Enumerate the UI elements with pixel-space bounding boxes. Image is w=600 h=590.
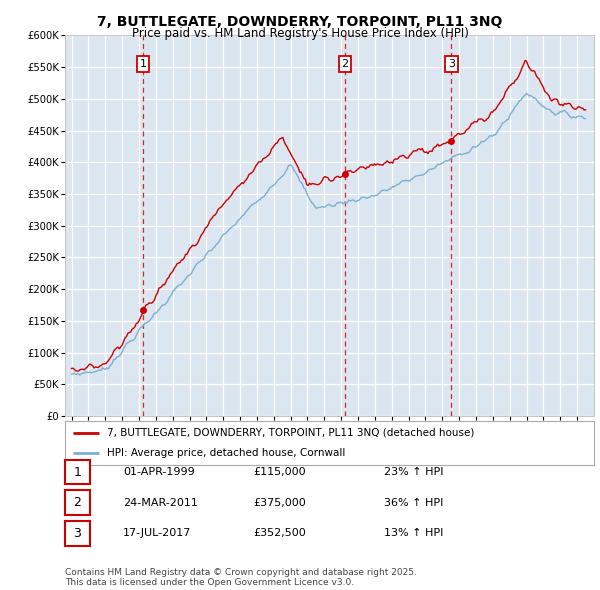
Text: 2: 2 [341,59,349,69]
Text: 1: 1 [73,466,82,478]
Text: 3: 3 [73,527,82,540]
Text: 7, BUTTLEGATE, DOWNDERRY, TORPOINT, PL11 3NQ (detached house): 7, BUTTLEGATE, DOWNDERRY, TORPOINT, PL11… [107,428,475,438]
Text: Price paid vs. HM Land Registry's House Price Index (HPI): Price paid vs. HM Land Registry's House … [131,27,469,40]
Text: 24-MAR-2011: 24-MAR-2011 [123,498,198,507]
Text: £115,000: £115,000 [253,467,306,477]
Text: 23% ↑ HPI: 23% ↑ HPI [384,467,443,477]
Text: Contains HM Land Registry data © Crown copyright and database right 2025.
This d: Contains HM Land Registry data © Crown c… [65,568,416,587]
Text: £375,000: £375,000 [253,498,306,507]
Text: 2: 2 [73,496,82,509]
Text: 01-APR-1999: 01-APR-1999 [123,467,195,477]
Text: 13% ↑ HPI: 13% ↑ HPI [384,529,443,538]
Text: 7, BUTTLEGATE, DOWNDERRY, TORPOINT, PL11 3NQ: 7, BUTTLEGATE, DOWNDERRY, TORPOINT, PL11… [97,15,503,29]
Text: 36% ↑ HPI: 36% ↑ HPI [384,498,443,507]
Text: 3: 3 [448,59,455,69]
Text: 17-JUL-2017: 17-JUL-2017 [123,529,191,538]
Text: £352,500: £352,500 [253,529,306,538]
Text: 1: 1 [140,59,146,69]
Text: HPI: Average price, detached house, Cornwall: HPI: Average price, detached house, Corn… [107,448,346,458]
